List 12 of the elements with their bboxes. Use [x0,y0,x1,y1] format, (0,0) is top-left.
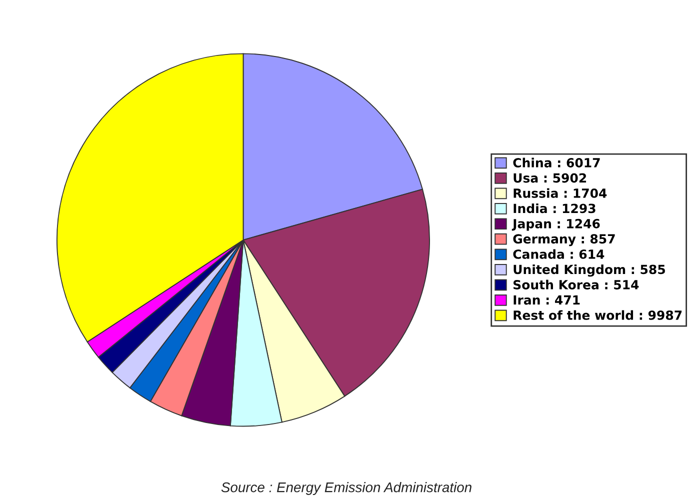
source-note: Source : Energy Emission Administration [221,482,472,495]
legend-label: Japan : 1246 [512,218,600,231]
legend-label: Usa : 5902 [514,173,586,183]
legend-label: Russia : 1704 [514,188,607,198]
legend-label: India : 1293 [514,203,596,214]
legend-label: Rest of the world : 9987 [514,310,682,320]
legend-label: United Kingdom : 585 [514,264,665,277]
legend-label: South Korea : 514 [513,280,639,290]
legend-label: Iran : 471 [514,295,580,305]
legend-label: China : 6017 [513,158,600,168]
legend-label: Canada : 614 [513,249,604,259]
legend-label: Germany : 857 [513,234,615,246]
